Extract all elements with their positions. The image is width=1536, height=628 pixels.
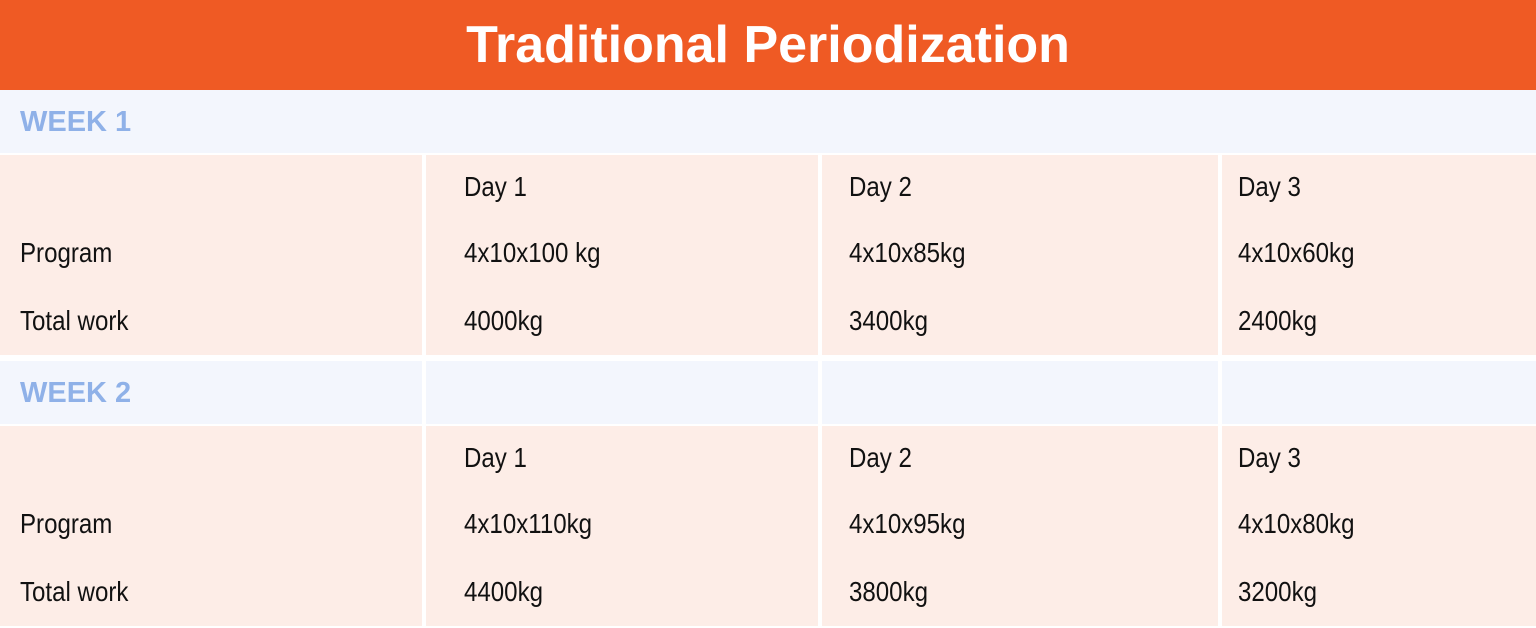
day-label: Day 1 [464,171,527,202]
week-body [1222,426,1536,626]
cell: 3400kg [849,305,929,336]
day-label: Day 3 [1238,442,1301,473]
week-body [1222,155,1536,355]
week-header [426,361,818,424]
week-label: WEEK 2 [20,376,132,409]
week-header [1222,361,1536,424]
cell: 4x10x85kg [849,237,966,268]
week-header [0,361,422,424]
week-body [426,426,818,626]
cell: 3800kg [849,576,929,607]
row-label: Program [20,237,113,268]
week-label: WEEK 1 [20,105,132,138]
row-label: Total work [20,305,129,336]
cell: 4x10x80kg [1238,508,1355,539]
day-label: Day 2 [849,171,912,202]
day-label: Day 1 [464,442,527,473]
title: Traditional Periodization [0,0,1536,90]
day-label: Day 2 [849,442,912,473]
cell: 4x10x95kg [849,508,966,539]
cell: 4400kg [464,576,544,607]
week-body [0,426,422,626]
week-header [822,361,1218,424]
row-label: Total work [20,576,129,607]
cell: 4000kg [464,305,544,336]
cell: 4x10x60kg [1238,237,1355,268]
cell: 4x10x100 kg [464,237,601,268]
cell: 4x10x110kg [464,508,593,539]
week-body [822,155,1218,355]
day-label: Day 3 [1238,171,1301,202]
week-header [0,90,1536,153]
week-body [822,426,1218,626]
week-body [426,155,818,355]
week-body [0,155,422,355]
row-label: Program [20,508,113,539]
cell: 3200kg [1238,576,1318,607]
cell: 2400kg [1238,305,1318,336]
